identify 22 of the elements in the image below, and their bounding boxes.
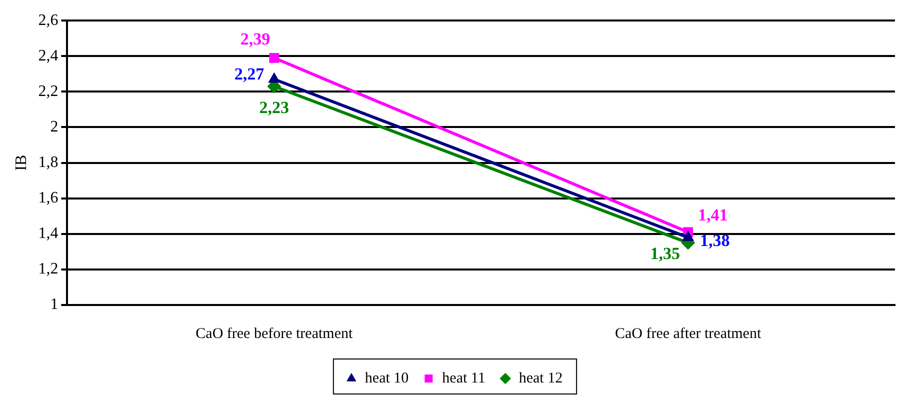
y-axis-title: IB: [12, 154, 30, 171]
legend-label: heat 11: [442, 370, 486, 386]
y-tick-label: 2: [50, 118, 58, 136]
y-tick-label: 2,6: [38, 12, 58, 29]
y-tick-label: 1,4: [38, 225, 58, 242]
y-tick-label: 2,2: [38, 82, 58, 100]
data-label: 2,23: [259, 98, 290, 117]
data-label: 1,35: [650, 244, 680, 264]
y-tick-label: 2,4: [38, 47, 58, 64]
x-tick-label: CaO free before treatment: [196, 326, 354, 342]
data-label: 1,38: [700, 230, 730, 250]
data-label: 2,39: [240, 29, 270, 48]
legend-label: heat 10: [364, 370, 409, 386]
y-tick-label: 1,6: [38, 190, 58, 207]
y-tick-label: 1,8: [38, 154, 58, 172]
y-tick-label: 1: [50, 296, 58, 314]
x-tick-label: CaO free after treatment: [614, 326, 762, 342]
data-label: 2,27: [234, 64, 265, 84]
point: [269, 52, 280, 63]
data-label: 1,41: [698, 206, 728, 225]
y-tick-label: 1,2: [38, 260, 58, 278]
legend-label: heat 12: [518, 370, 563, 386]
